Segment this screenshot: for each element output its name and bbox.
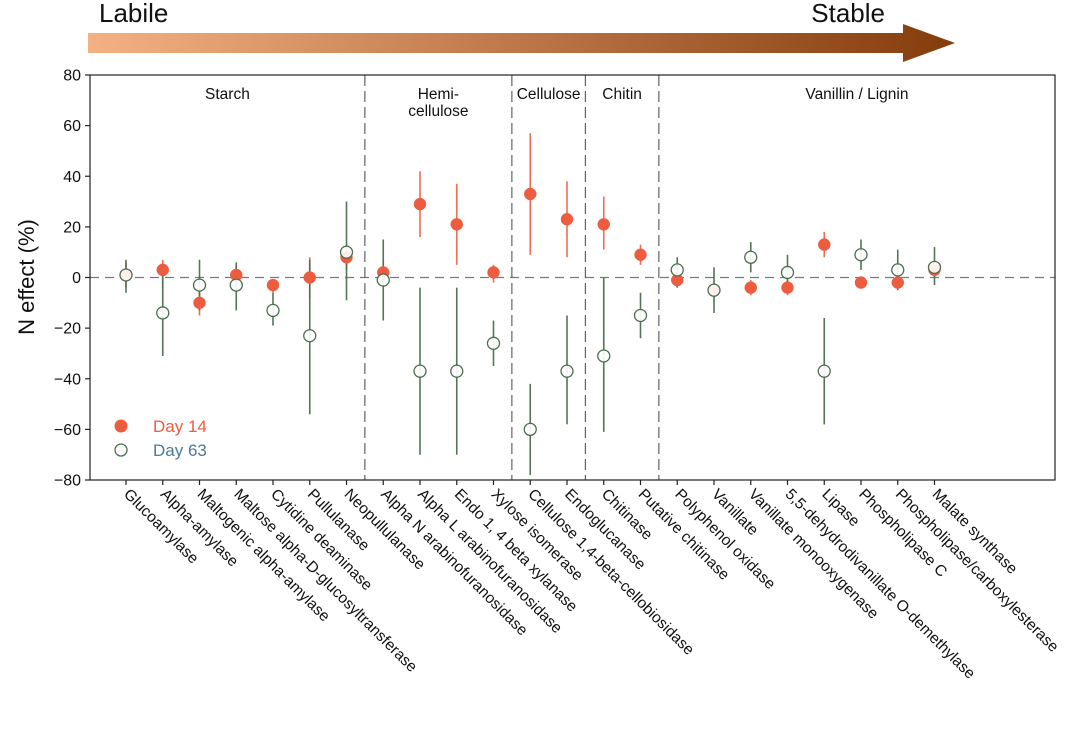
- y-tick-label: −80: [54, 473, 81, 490]
- axes-layer: 806040200−20−40−60−80GlucoamylaseAlpha-a…: [54, 68, 1062, 683]
- data-point: [633, 308, 648, 323]
- data-point: [413, 197, 427, 211]
- group-label: Hemi-: [418, 86, 459, 103]
- legend-day63-label: Day 63: [153, 441, 207, 460]
- legend-day14-marker: [114, 419, 128, 433]
- data-point: [744, 250, 758, 264]
- data-point: [634, 248, 647, 261]
- stability-arrow: Labile Stable: [88, 0, 955, 62]
- data-point: [376, 273, 390, 287]
- y-tick-label: 0: [72, 270, 81, 287]
- gradient-arrow: [88, 24, 955, 62]
- data-point: [229, 278, 243, 292]
- data-point: [303, 271, 316, 284]
- group-label: Cellulose: [517, 86, 581, 103]
- legend-day14-label: Day 14: [153, 417, 207, 436]
- data-point: [156, 306, 170, 320]
- data-point: [818, 238, 831, 251]
- y-tick-label: 40: [63, 169, 81, 186]
- data-point: [707, 283, 721, 297]
- group-label-line2: cellulose: [408, 103, 468, 120]
- data-point: [303, 329, 317, 343]
- data-point: [891, 263, 905, 277]
- data-point: [192, 278, 207, 292]
- y-tick-label: −20: [54, 321, 81, 338]
- data-point: [670, 263, 684, 277]
- data-point: [119, 268, 133, 282]
- data-point: [266, 278, 280, 292]
- data-point: [193, 296, 206, 310]
- data-point: [817, 364, 831, 378]
- data-point: [560, 364, 574, 378]
- data-point: [156, 263, 169, 277]
- legend: Day 14 Day 63: [114, 417, 207, 460]
- data-point: [927, 260, 942, 275]
- data-point: [266, 303, 280, 318]
- group-label: Vanillin / Lignin: [805, 86, 908, 103]
- y-tick-label: 60: [63, 118, 81, 135]
- data-point: [524, 187, 537, 201]
- data-point: [854, 248, 868, 262]
- group-label: Starch: [205, 86, 250, 103]
- y-tick-label: 80: [63, 68, 81, 85]
- arrow-right-label: Stable: [811, 0, 885, 28]
- y-axis-label: N effect (%): [14, 219, 39, 335]
- data-point: [781, 281, 794, 294]
- data-point: [597, 349, 611, 363]
- data-point: [486, 336, 501, 350]
- y-tick-label: −60: [54, 422, 81, 439]
- data-point: [450, 364, 464, 378]
- y-tick-label: −40: [54, 371, 81, 388]
- data-point: [744, 281, 757, 294]
- data-point: [523, 422, 537, 437]
- data-point: [560, 213, 574, 226]
- data-point: [780, 265, 795, 280]
- data-point: [487, 266, 500, 279]
- y-tick-label: 20: [63, 219, 81, 236]
- data-point: [854, 276, 868, 289]
- legend-day63-marker: [114, 443, 128, 457]
- data-point: [450, 218, 463, 231]
- data-point: [597, 218, 610, 231]
- data-point: [413, 364, 427, 378]
- data-point: [891, 276, 904, 289]
- point-layer: [119, 187, 942, 437]
- grid-layer: Starch Hemi-cellulose Cellulose Chitin Vanil…: [90, 75, 1055, 480]
- data-point: [339, 245, 354, 259]
- arrow-left-label: Labile: [99, 0, 168, 28]
- group-label: Chitin: [602, 86, 642, 103]
